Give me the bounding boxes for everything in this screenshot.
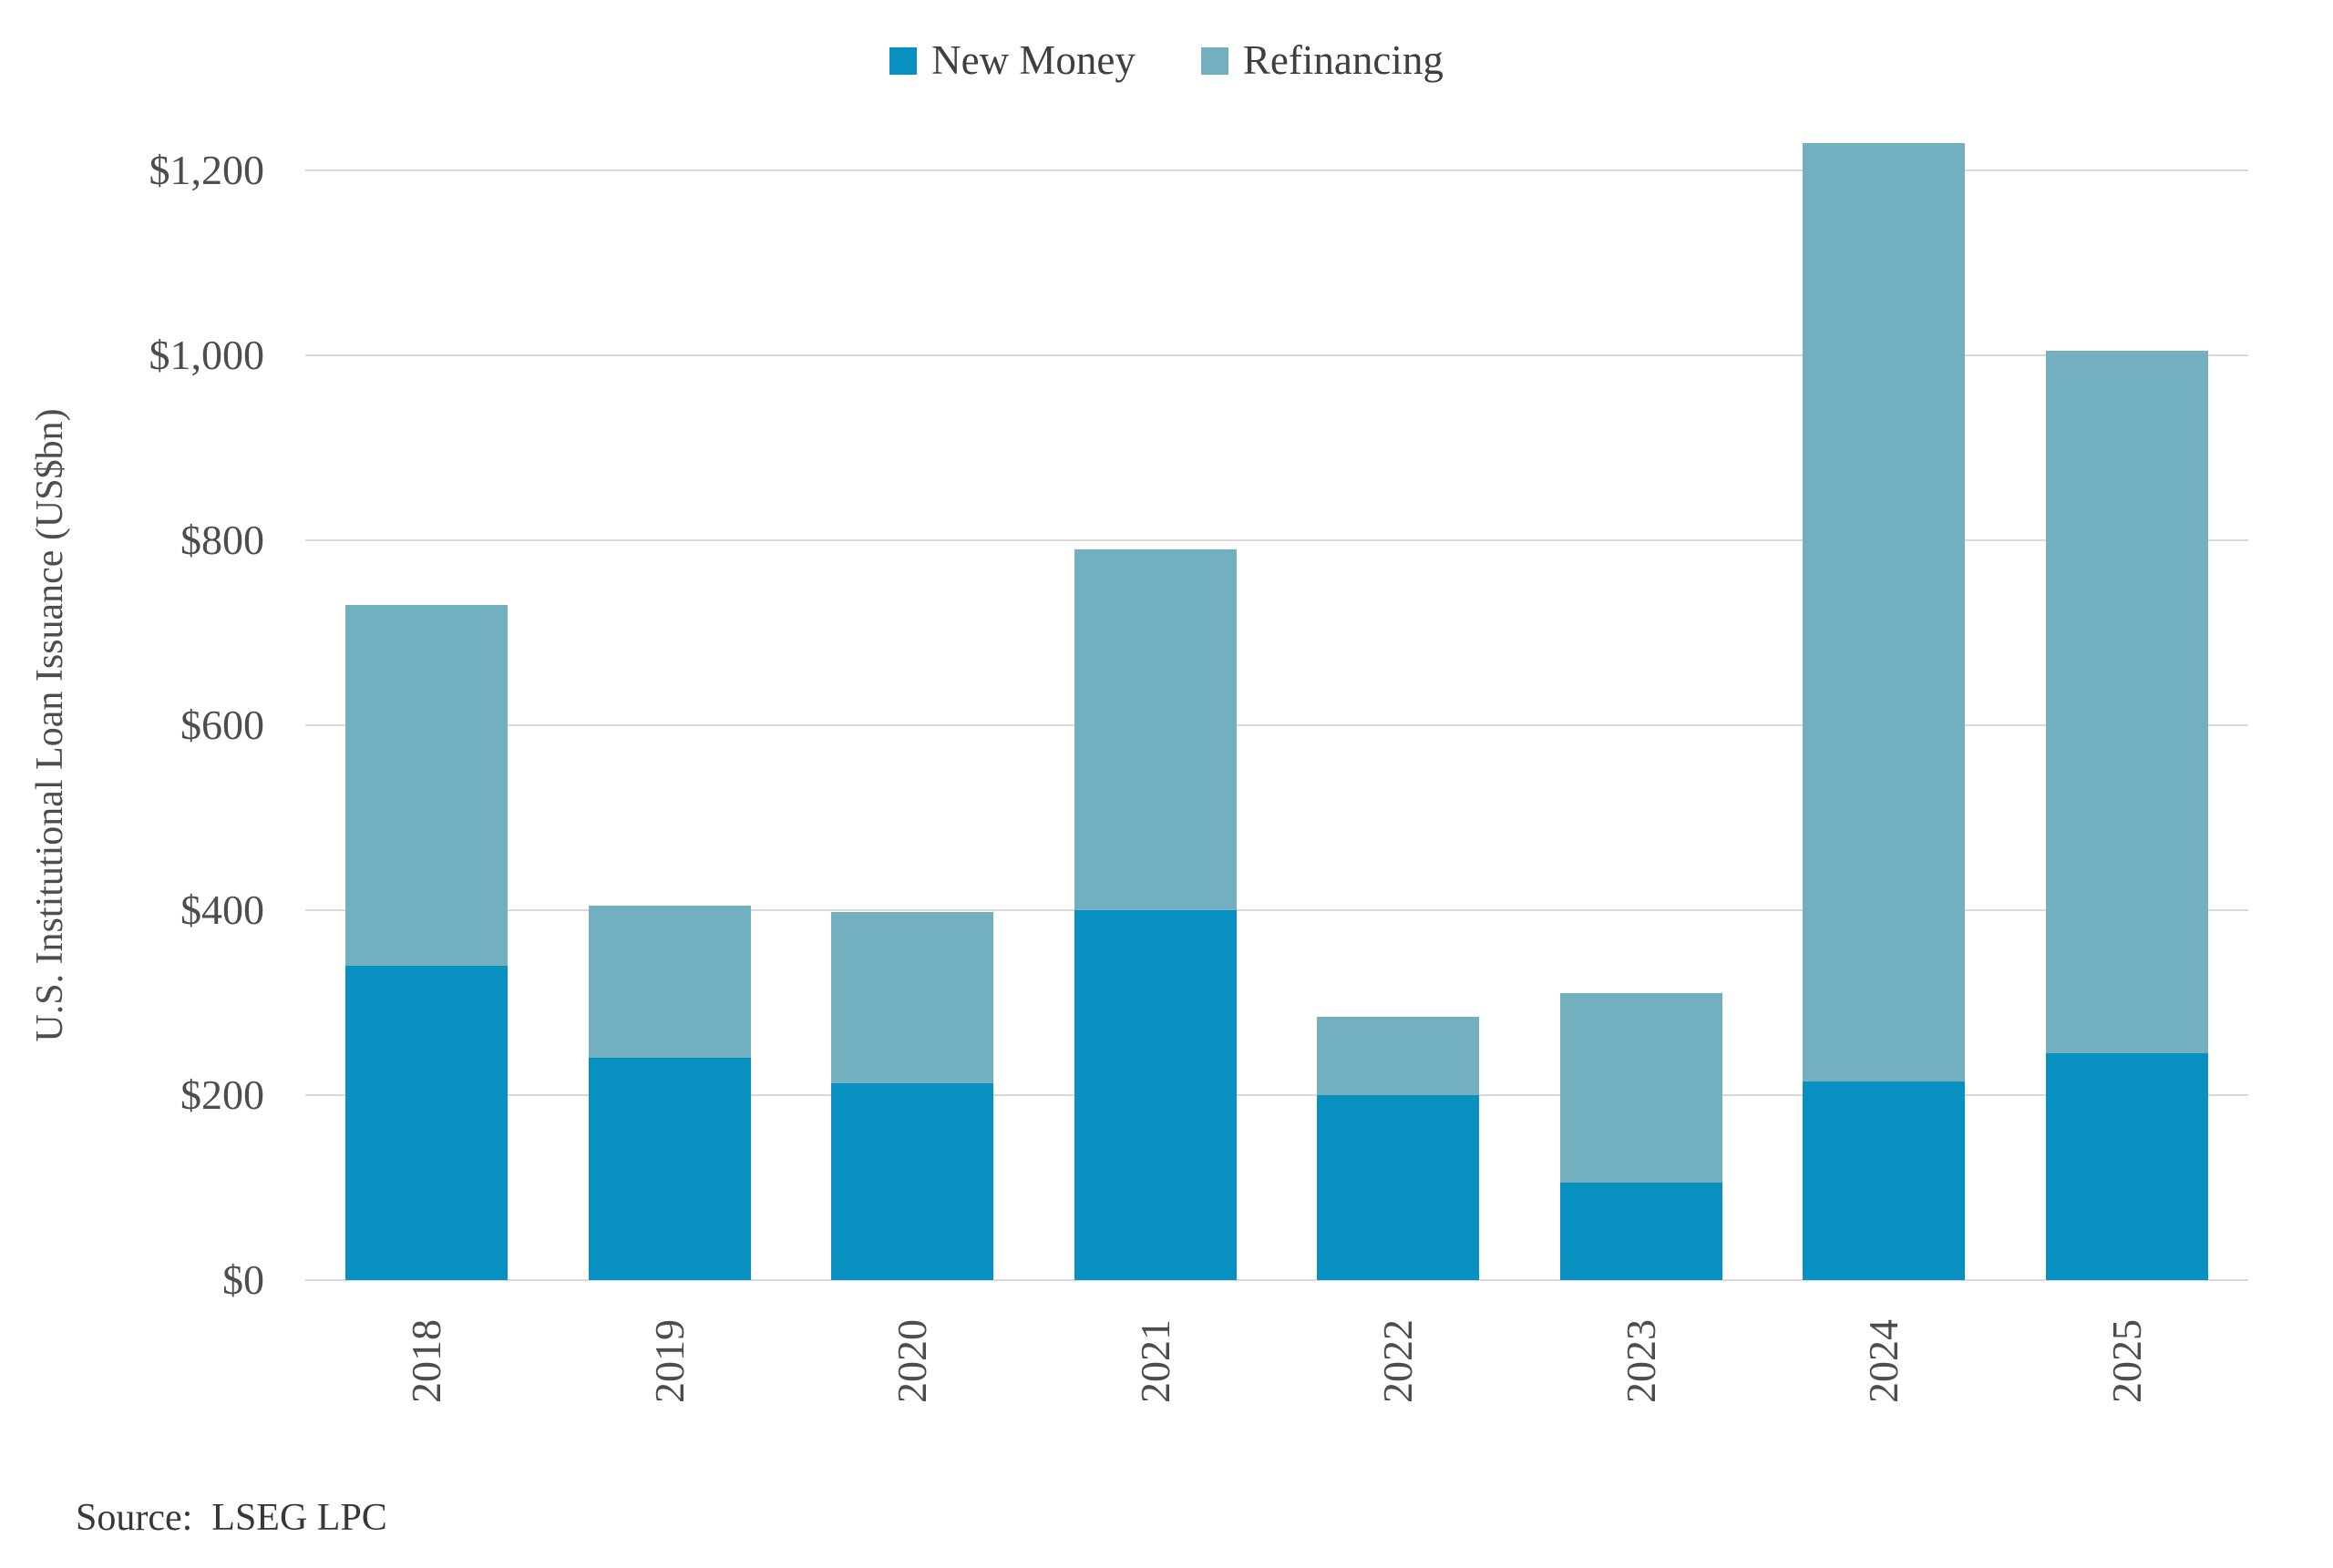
y-tick-label-200: $200 bbox=[180, 1071, 264, 1118]
bar-2022-refinancing bbox=[1317, 1016, 1480, 1095]
x-tick-label-2019: 2019 bbox=[645, 1319, 693, 1403]
gridline-1200 bbox=[305, 169, 2248, 171]
legend-label-refinancing: Refinancing bbox=[1242, 37, 1444, 83]
legend-swatch-new-money-icon bbox=[889, 46, 918, 75]
bar-2024-new-money bbox=[1803, 1081, 1966, 1280]
bar-2020-refinancing bbox=[831, 912, 994, 1083]
bar-2021-new-money bbox=[1074, 910, 1237, 1280]
source-note: Source: LSEG LPC bbox=[76, 1497, 387, 1539]
bar-2019-new-money bbox=[588, 1058, 751, 1280]
bar-2023-new-money bbox=[1559, 1183, 1722, 1280]
legend-item-new-money: New Money bbox=[889, 40, 1136, 81]
bar-2018-refinancing bbox=[345, 605, 509, 966]
x-tick-label-2025: 2025 bbox=[2102, 1319, 2150, 1403]
y-tick-label-600: $600 bbox=[180, 702, 264, 748]
bar-2021-refinancing bbox=[1074, 549, 1237, 910]
y-tick-label-400: $400 bbox=[180, 886, 264, 933]
x-tick-label-2023: 2023 bbox=[1617, 1319, 1664, 1403]
legend-swatch-refinancing-icon bbox=[1200, 46, 1228, 75]
bar-2024-refinancing bbox=[1803, 142, 1966, 1081]
x-tick-label-2021: 2021 bbox=[1131, 1319, 1178, 1403]
gridline-400 bbox=[305, 909, 2248, 911]
legend-label-new-money: New Money bbox=[931, 37, 1136, 83]
x-tick-label-2024: 2024 bbox=[1860, 1319, 1907, 1403]
y-tick-label-1000: $1,000 bbox=[149, 332, 265, 378]
legend-item-refinancing: Refinancing bbox=[1200, 37, 1444, 83]
y-tick-label-800: $800 bbox=[180, 517, 264, 563]
gridline-800 bbox=[305, 539, 2248, 541]
chart-legend: New Money Refinancing bbox=[0, 40, 2333, 81]
bar-2019-refinancing bbox=[588, 905, 751, 1059]
y-tick-label-0: $0 bbox=[222, 1256, 264, 1303]
gridline-200 bbox=[305, 1094, 2248, 1096]
bar-2025-new-money bbox=[2045, 1053, 2208, 1280]
gridline-0 bbox=[305, 1279, 2248, 1281]
bar-2020-new-money bbox=[831, 1082, 994, 1280]
x-tick-label-2018: 2018 bbox=[403, 1319, 450, 1403]
y-tick-label-1200: $1,200 bbox=[149, 147, 265, 193]
x-tick-label-2020: 2020 bbox=[889, 1319, 936, 1403]
gridline-600 bbox=[305, 724, 2248, 726]
bar-2023-refinancing bbox=[1559, 993, 1722, 1184]
bar-2022-new-money bbox=[1317, 1095, 1480, 1280]
x-tick-label-2022: 2022 bbox=[1374, 1319, 1422, 1403]
gridline-1000 bbox=[305, 354, 2248, 356]
bar-2018-new-money bbox=[345, 965, 509, 1280]
bar-2025-refinancing bbox=[2045, 350, 2208, 1054]
